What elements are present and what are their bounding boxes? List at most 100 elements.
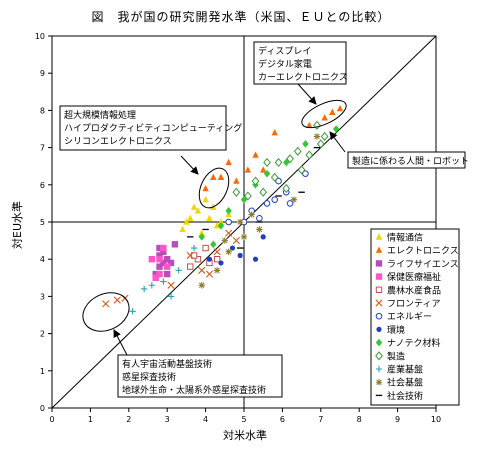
annotation-arrow xyxy=(329,131,346,153)
data-point xyxy=(213,267,221,274)
data-point xyxy=(206,256,213,262)
series-2 xyxy=(202,104,344,192)
legend-label: 製造 xyxy=(387,350,405,362)
data-point xyxy=(167,259,175,267)
legend-entry: ナノテク材料 xyxy=(375,337,441,349)
data-point xyxy=(305,150,314,160)
data-point xyxy=(167,293,175,300)
highlight-ellipse xyxy=(198,167,230,209)
legend-marker xyxy=(375,246,383,253)
legend-entry: 環境 xyxy=(376,324,405,336)
data-point xyxy=(152,270,159,278)
data-point xyxy=(213,248,221,256)
data-point xyxy=(225,158,232,166)
data-point xyxy=(156,270,163,278)
y-tick-label: 8 xyxy=(40,106,45,115)
data-point xyxy=(190,244,198,252)
legend-entry: 産業基盤 xyxy=(375,364,423,376)
data-point xyxy=(271,129,278,136)
data-point xyxy=(274,157,283,168)
data-point xyxy=(260,166,267,173)
data-point xyxy=(263,157,271,168)
highlight-ellipses xyxy=(82,83,347,356)
annotations: ディスプレイデジタル家電カーエレクトロニクス超大規模情報処理ハイプロダクティビテ… xyxy=(59,41,469,398)
data-point xyxy=(190,203,198,210)
y-tick-label: 0 xyxy=(40,404,45,413)
data-point xyxy=(140,285,148,293)
annotation-text: 惑星探査技術 xyxy=(122,371,176,383)
annotation-box xyxy=(59,105,227,151)
y-tick-label: 9 xyxy=(40,69,45,78)
annotation-text: 超大規模情報処理 xyxy=(64,109,136,121)
data-point xyxy=(113,296,121,304)
legend-marker xyxy=(375,273,383,280)
legend-label: 情報通信 xyxy=(387,232,423,244)
data-point xyxy=(148,282,156,289)
annotation-text: シリコンエレクトロニクス xyxy=(64,136,172,147)
data-point xyxy=(164,256,171,263)
data-point xyxy=(263,200,271,207)
x-tick-label: 5 xyxy=(241,415,246,424)
legend-box xyxy=(370,228,460,406)
y-tick-label: 10 xyxy=(35,32,45,41)
x-tick-label: 1 xyxy=(88,415,93,424)
annotation-text: カーエレクトロニクス xyxy=(258,72,348,83)
data-point xyxy=(237,252,243,259)
legend-marker xyxy=(375,299,383,307)
legend-entry: フロンティア xyxy=(375,299,440,310)
data-point xyxy=(232,187,241,197)
series-1 xyxy=(179,195,232,236)
data-point xyxy=(186,251,194,260)
data-point xyxy=(194,256,202,263)
data-point xyxy=(190,252,198,259)
legend-entry: ライフサイエンス xyxy=(375,259,459,270)
annotation-text: デジタル家電 xyxy=(258,58,312,70)
series-4 xyxy=(148,244,171,281)
annotation-text: ディスプレイ xyxy=(258,45,311,57)
data-point xyxy=(202,184,209,192)
data-point xyxy=(160,248,167,255)
data-point xyxy=(256,226,263,233)
data-point xyxy=(232,237,240,245)
series-8 xyxy=(206,234,266,266)
data-point xyxy=(217,218,225,225)
highlight-ellipse xyxy=(301,99,347,129)
data-point xyxy=(160,259,167,267)
data-point xyxy=(283,158,290,167)
data-point xyxy=(198,229,205,236)
y-tick-label: 6 xyxy=(40,181,45,190)
data-point xyxy=(270,172,279,182)
series-11 xyxy=(129,244,198,315)
x-tick-label: 9 xyxy=(395,415,400,424)
y-tick-label: 2 xyxy=(40,330,45,339)
data-point xyxy=(252,256,259,262)
annotation-box xyxy=(117,354,283,398)
legend-entry: 社会技術 xyxy=(375,390,423,402)
data-point xyxy=(183,218,190,225)
chart-title: 図 我が国の研究開発水準（米国、ＥＵとの比較） xyxy=(91,10,391,24)
data-point xyxy=(160,244,167,252)
series-7 xyxy=(225,170,309,226)
annotation-box xyxy=(347,151,466,169)
legend-marker xyxy=(375,260,383,267)
legend-label: 保健医療福祉 xyxy=(387,271,441,283)
legend-label: フロンティア xyxy=(387,299,440,310)
y-tick-label: 1 xyxy=(40,367,45,376)
data-point xyxy=(263,169,271,178)
legend-label: ナノテク材料 xyxy=(387,337,441,349)
series-13 xyxy=(187,146,321,249)
data-point xyxy=(202,195,209,203)
legend-label: 農林水産食品 xyxy=(387,284,441,296)
data-point xyxy=(316,139,325,149)
data-point xyxy=(286,154,294,164)
data-point xyxy=(233,177,240,184)
legend-label: 社会技術 xyxy=(387,390,423,402)
x-tick-label: 3 xyxy=(165,415,170,424)
data-point xyxy=(156,256,163,263)
series-6 xyxy=(102,229,240,308)
x-tick-label: 0 xyxy=(49,415,54,424)
annotation-arrow xyxy=(297,83,317,105)
